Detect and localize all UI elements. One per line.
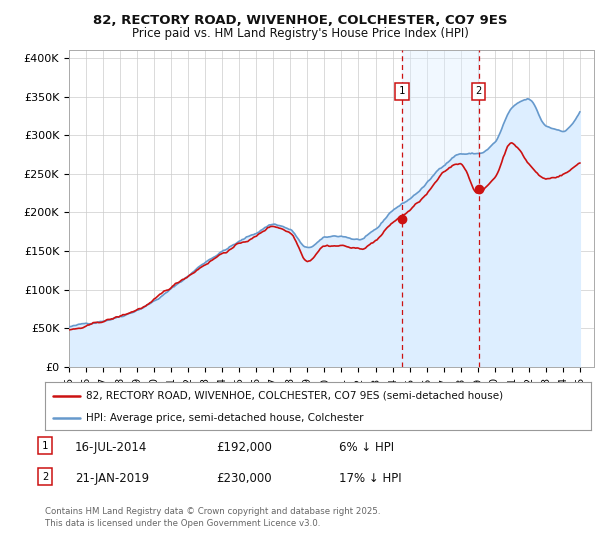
Text: 16-JUL-2014: 16-JUL-2014 (75, 441, 148, 454)
Text: Contains HM Land Registry data © Crown copyright and database right 2025.
This d: Contains HM Land Registry data © Crown c… (45, 507, 380, 528)
Text: £192,000: £192,000 (216, 441, 272, 454)
Text: 6% ↓ HPI: 6% ↓ HPI (339, 441, 394, 454)
Text: 82, RECTORY ROAD, WIVENHOE, COLCHESTER, CO7 9ES (semi-detached house): 82, RECTORY ROAD, WIVENHOE, COLCHESTER, … (86, 391, 503, 401)
Text: 82, RECTORY ROAD, WIVENHOE, COLCHESTER, CO7 9ES: 82, RECTORY ROAD, WIVENHOE, COLCHESTER, … (93, 14, 507, 27)
Text: 1: 1 (398, 86, 405, 96)
Text: 1: 1 (42, 441, 48, 451)
Text: £230,000: £230,000 (216, 472, 272, 484)
Text: Price paid vs. HM Land Registry's House Price Index (HPI): Price paid vs. HM Land Registry's House … (131, 27, 469, 40)
Text: 2: 2 (42, 472, 48, 482)
Text: HPI: Average price, semi-detached house, Colchester: HPI: Average price, semi-detached house,… (86, 413, 364, 423)
Text: 17% ↓ HPI: 17% ↓ HPI (339, 472, 401, 484)
Bar (402, 50, 479, 367)
Text: 2: 2 (476, 86, 482, 96)
Text: 21-JAN-2019: 21-JAN-2019 (75, 472, 149, 484)
